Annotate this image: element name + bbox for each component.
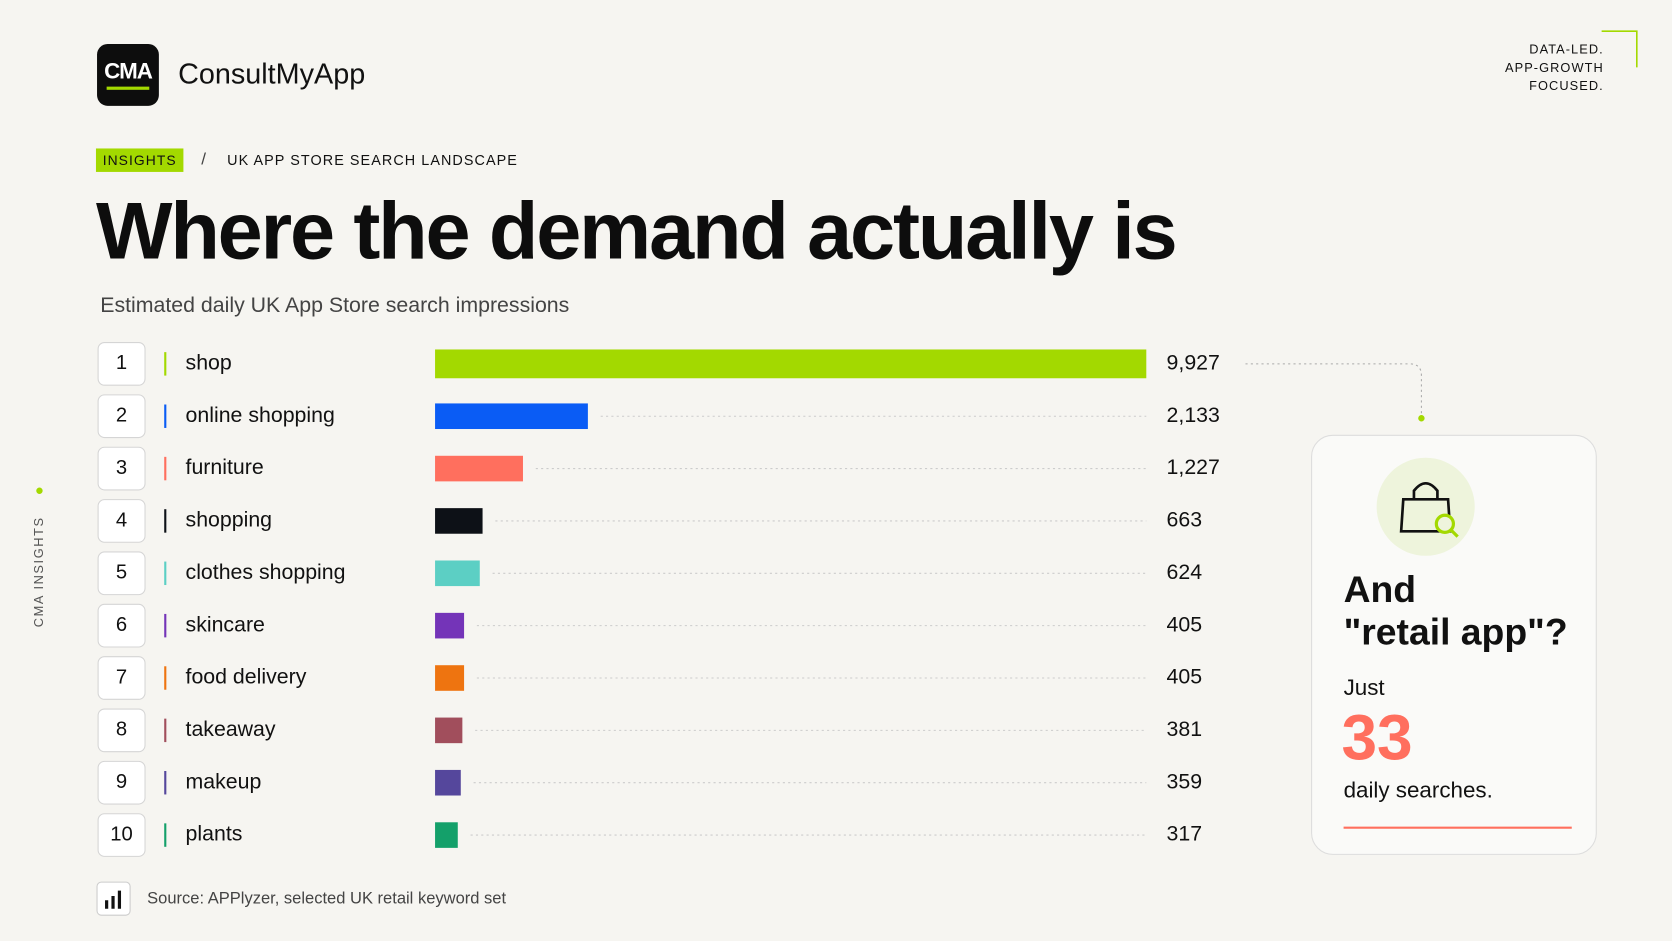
callout-unit: daily searches. — [1344, 777, 1493, 802]
value-label: 624 — [1167, 560, 1203, 584]
search-icon — [1434, 513, 1456, 534]
value-label: 359 — [1167, 769, 1203, 793]
bar — [435, 508, 483, 534]
bar — [435, 665, 465, 691]
callout-value: 33 — [1341, 701, 1412, 773]
category-label: takeaway — [186, 717, 276, 741]
rank-box — [97, 603, 146, 648]
value-label: 317 — [1167, 822, 1203, 846]
value-label: 405 — [1167, 665, 1203, 689]
logo-underline — [106, 86, 150, 90]
tag: INSIGHTS — [103, 152, 177, 168]
rank: 6 — [116, 614, 127, 636]
rank-box — [97, 394, 146, 439]
chart-title: Where the demand actually is — [96, 186, 1176, 276]
icon-circle — [1376, 457, 1475, 556]
value-label: 9,927 — [1167, 350, 1220, 374]
rank: 9 — [116, 771, 127, 793]
rank-box — [97, 708, 146, 753]
bar — [435, 717, 463, 744]
bar — [435, 612, 465, 639]
source-icon — [105, 890, 122, 909]
bar — [435, 822, 458, 848]
logo-text: CMA — [104, 59, 153, 84]
callout-lead: Just — [1344, 675, 1386, 700]
value-label: 2,133 — [1167, 403, 1220, 427]
value-label: 1,227 — [1167, 455, 1220, 479]
connector-dot — [1418, 415, 1425, 422]
bar — [435, 349, 1147, 379]
bar — [435, 455, 523, 482]
category-label: clothes shopping — [186, 560, 346, 584]
rank-box — [97, 551, 146, 596]
rank: 10 — [110, 823, 133, 845]
category-label: shopping — [186, 508, 273, 532]
tag-badge — [95, 148, 184, 172]
chart-subtitle: Estimated daily UK App Store search impr… — [100, 293, 569, 317]
rank: 1 — [116, 352, 127, 374]
value-label: 405 — [1167, 612, 1203, 636]
bar — [435, 560, 480, 587]
value-label: 663 — [1167, 508, 1203, 532]
rank-box — [97, 499, 146, 543]
rank: 5 — [116, 562, 127, 584]
side-dot — [36, 487, 43, 494]
brand-name: ConsultMyApp — [178, 59, 365, 91]
rank-box — [97, 342, 146, 386]
bar — [435, 403, 588, 430]
source: Source: APPlyzer, selected UK retail key… — [147, 889, 506, 908]
rank: 8 — [116, 719, 127, 741]
callout-heading: And — [1344, 568, 1417, 610]
category-label: food delivery — [186, 665, 307, 689]
logo-badge — [97, 43, 159, 106]
tagline: FOCUSED. — [1529, 78, 1604, 93]
breadcrumb-separator: / — [201, 150, 206, 169]
rank-box — [97, 813, 146, 857]
callout-heading: "retail app"? — [1344, 611, 1568, 653]
callout-card — [1311, 434, 1597, 855]
value-label: 381 — [1167, 717, 1203, 741]
side-label: CMA INSIGHTS — [31, 516, 46, 627]
bar — [435, 769, 461, 796]
search-icon — [1450, 529, 1459, 538]
corner-mark — [1601, 30, 1638, 68]
rank: 2 — [116, 405, 127, 427]
category-label: plants — [186, 822, 243, 846]
rank: 3 — [116, 457, 127, 479]
rank: 4 — [116, 509, 127, 531]
breadcrumb-section: UK APP STORE SEARCH LANDSCAPE — [227, 153, 518, 169]
category-label: online shopping — [186, 403, 335, 427]
category-label: furniture — [186, 455, 264, 479]
category-label: skincare — [186, 612, 265, 636]
tagline: APP-GROWTH — [1505, 60, 1604, 75]
category-label: makeup — [186, 769, 262, 793]
rank-box — [97, 446, 146, 491]
rank-box — [97, 760, 146, 805]
rank-box — [97, 656, 146, 700]
tagline: DATA-LED. — [1529, 42, 1603, 57]
category-label: shop — [186, 350, 232, 374]
rank: 7 — [116, 666, 127, 688]
connector — [1245, 363, 1422, 417]
